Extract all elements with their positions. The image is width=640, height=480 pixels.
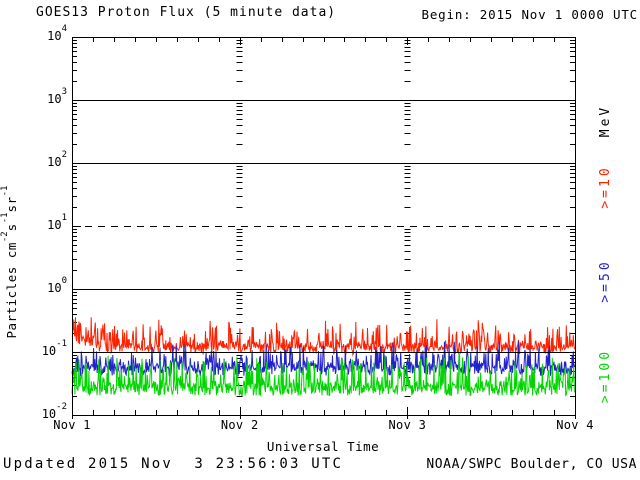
- plot-border: [72, 37, 576, 416]
- series--50-mev: [71, 340, 576, 377]
- x-tick-label: Nov 4: [556, 418, 594, 432]
- y-tick-label: 10-1: [41, 338, 67, 358]
- updated-timestamp: Updated 2015 Nov 3 23:56:03 UTC: [3, 456, 344, 472]
- y-tick-label: 104: [47, 23, 67, 43]
- y-axis-title: Particles cm-2s-1sr-1: [0, 185, 20, 339]
- legend-unit-mev: MeV: [597, 104, 613, 138]
- series--10-mev: [72, 317, 576, 357]
- y-tick-label: 101: [47, 212, 67, 232]
- legend-entry-1: >=50: [597, 259, 613, 303]
- y-tick-label: 102: [47, 149, 67, 169]
- chart-title: GOES13 Proton Flux (5 minute data): [36, 5, 337, 20]
- legend-entry-0: >=10: [597, 165, 613, 209]
- x-tick-label: Nov 1: [53, 418, 91, 432]
- y-tick-label: 100: [47, 275, 67, 295]
- y-tick-label: 103: [47, 86, 67, 106]
- legend-entry-2: >=100: [597, 348, 613, 404]
- x-tick-label: Nov 3: [388, 418, 427, 432]
- x-axis-title: Universal Time: [266, 439, 380, 454]
- series--100-mev: [71, 352, 576, 398]
- source-attribution: NOAA/SWPC Boulder, CO USA: [426, 457, 637, 472]
- begin-timestamp: Begin: 2015 Nov 1 0000 UTC: [421, 7, 638, 22]
- y-tick-label: 10-2: [41, 401, 67, 421]
- x-tick-label: Nov 2: [220, 418, 259, 432]
